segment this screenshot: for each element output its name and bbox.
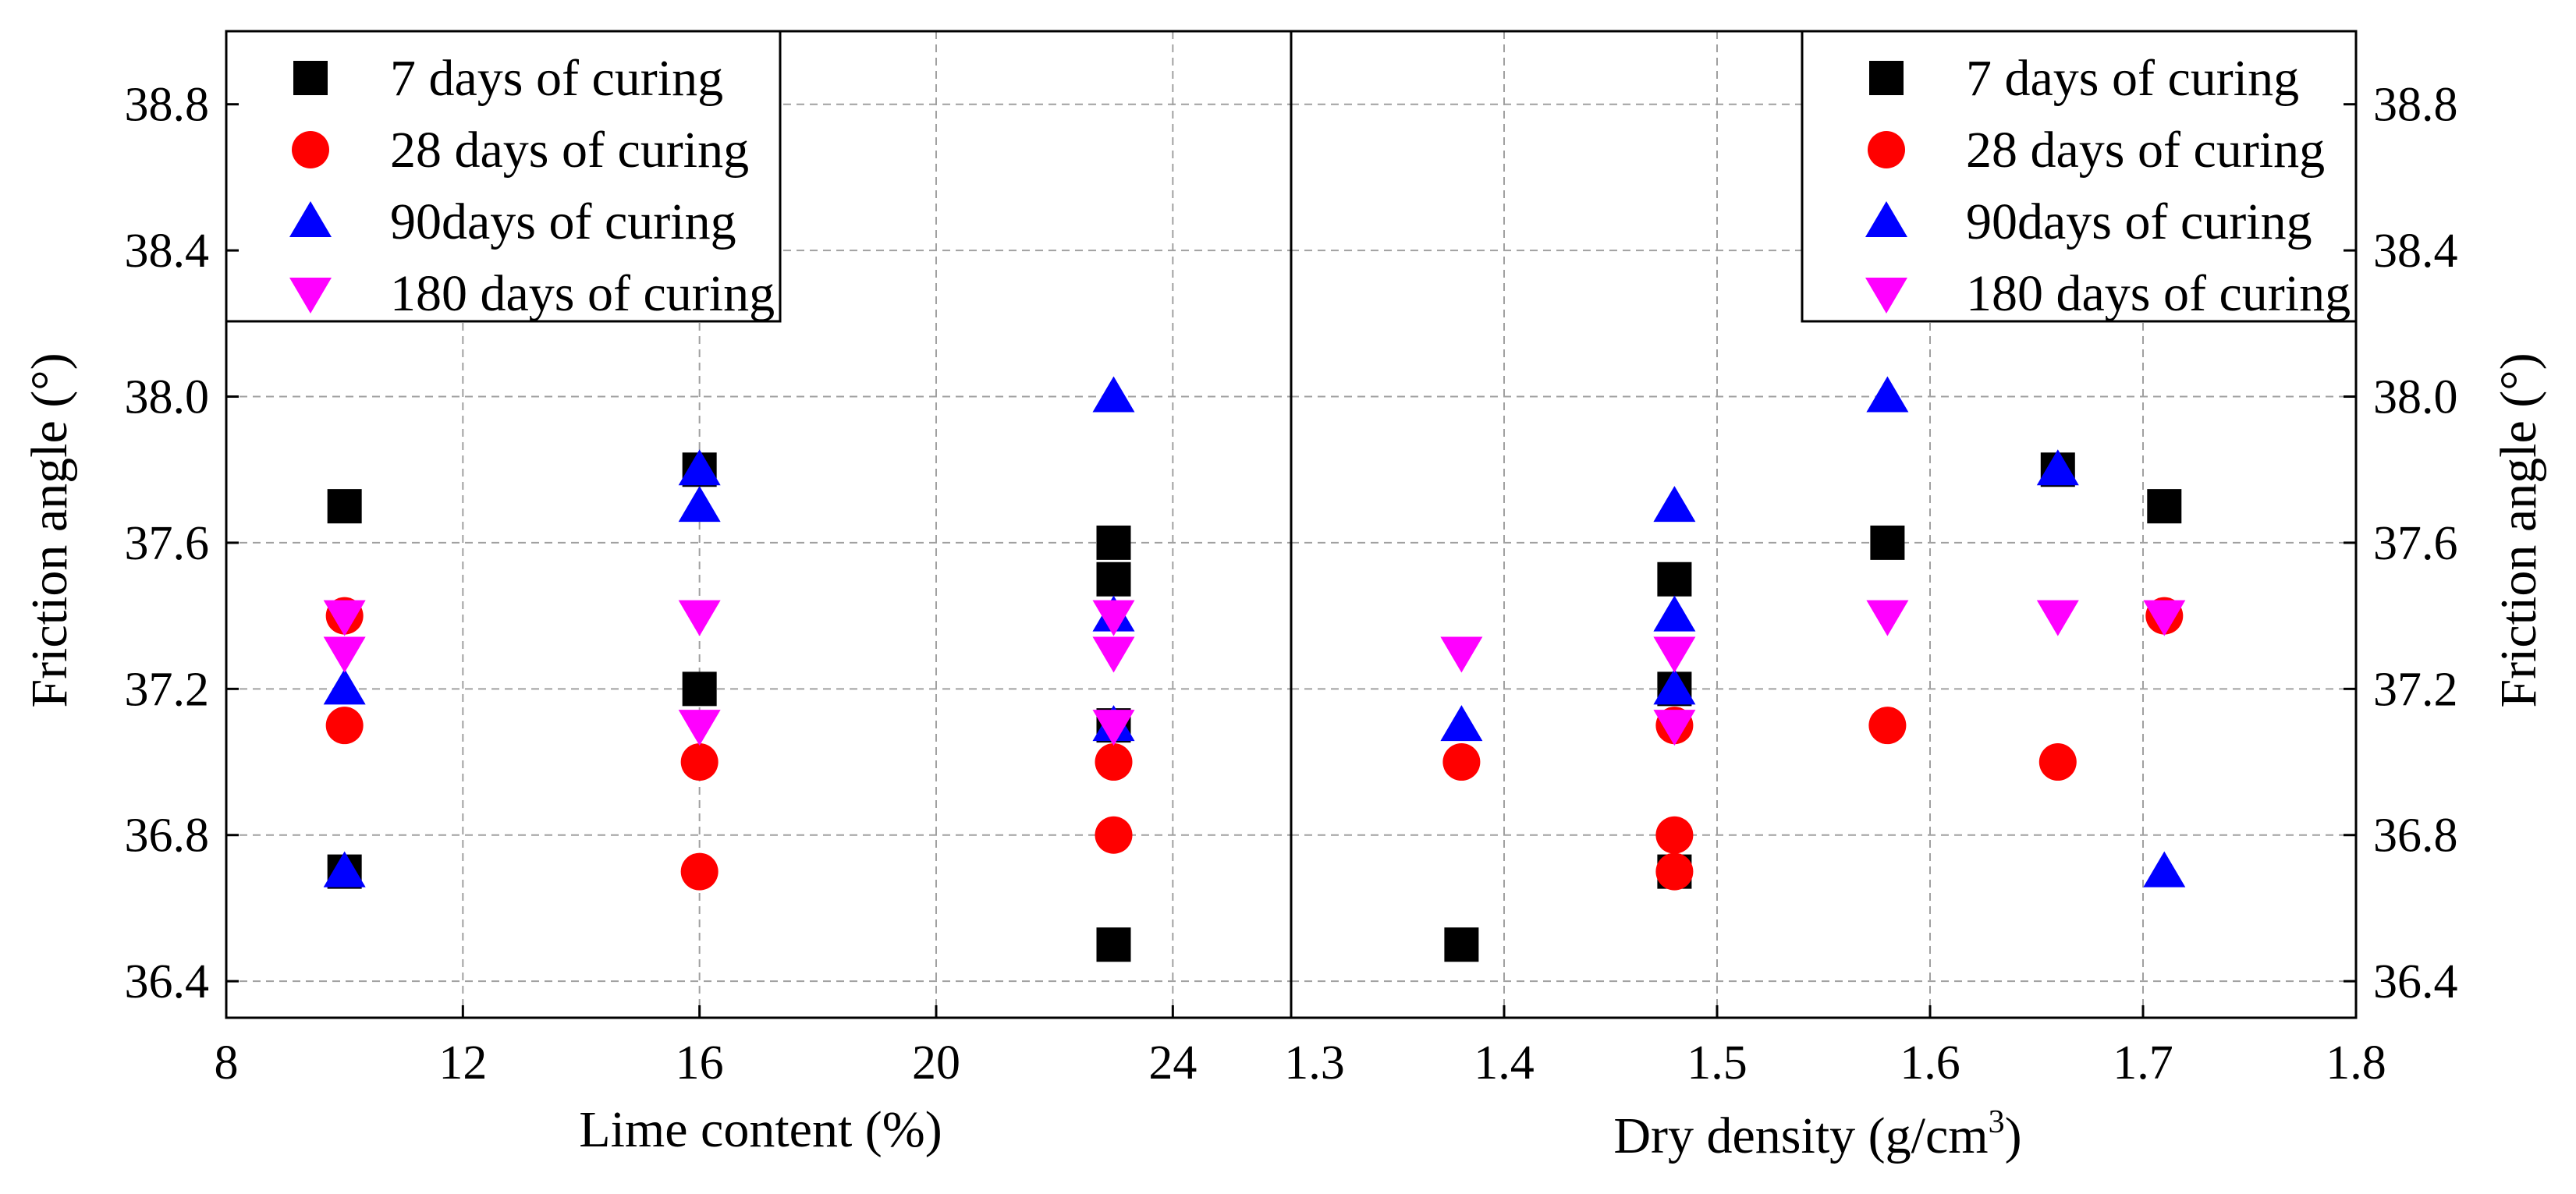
- right-legend-marker-square: [1869, 61, 1904, 95]
- right-x-axis-title-sup: 3: [1989, 1104, 2005, 1140]
- right-180-days-of-curing-point: [2036, 600, 2079, 636]
- right-28-days-of-curing-point: [1655, 852, 1694, 891]
- left-90days-of-curing-point: [323, 668, 366, 705]
- left-180-days-of-curing-point: [1092, 636, 1135, 673]
- left-7-days-of-curing-point: [682, 671, 717, 707]
- left-180-days-of-curing-point: [1092, 710, 1135, 746]
- right-180-days-of-curing-point: [2143, 600, 2186, 636]
- left-y-tick-label: 38.8: [125, 79, 210, 132]
- right-legend-label: 7 days of curing: [1966, 50, 2299, 107]
- left-180-days-of-curing-point: [1092, 600, 1135, 636]
- right-7-days-of-curing-point: [1870, 525, 1905, 560]
- right-180-days-of-curing-point: [1653, 710, 1696, 746]
- left-90days-of-curing-point: [323, 851, 366, 888]
- legend-layer: 7 days of curing 28 days of curing 90days …: [225, 30, 2358, 323]
- left-90days-of-curing-point: [1092, 376, 1135, 413]
- left-y-tick-label: 36.4: [125, 955, 210, 1008]
- left-90days-of-curing-point: [678, 486, 721, 523]
- right-legend-marker-triangle-down: [1865, 278, 1907, 314]
- left-y-axis-title: Friction angle (°): [21, 353, 78, 707]
- left-7-days-of-curing-point: [1096, 927, 1131, 962]
- left-legend-label: 7 days of curing: [390, 50, 723, 107]
- right-legend-marker-circle: [1868, 131, 1905, 168]
- right-180-days-of-curing-point: [1653, 636, 1696, 673]
- left-180-days-of-curing-point: [323, 636, 366, 673]
- left-28-days-of-curing-point: [1095, 743, 1133, 781]
- left-28-days-of-curing-point: [680, 743, 719, 781]
- right-y-tick-label: 37.6: [2373, 517, 2458, 570]
- right-90days-of-curing-point: [1866, 376, 1909, 413]
- left-90days-of-curing-point: [678, 449, 721, 486]
- left-x-axis-title: Lime content (%): [579, 1101, 942, 1158]
- right-x-tick-label: 1.5: [1687, 1036, 1747, 1089]
- left-x-tick-label: 16: [676, 1036, 724, 1089]
- left-y-tick-label: 37.6: [125, 517, 210, 570]
- right-legend-label: 180 days of curing: [1966, 265, 2351, 322]
- right-x-tick-label: 1.8: [2326, 1036, 2386, 1089]
- left-7-days-of-curing-point: [327, 489, 362, 524]
- left-28-days-of-curing-point: [1095, 816, 1133, 854]
- left-y-tick-label: 36.8: [125, 810, 210, 863]
- right-y-tick-label: 38.8: [2373, 79, 2458, 132]
- left-7-days-of-curing-point: [1096, 525, 1131, 560]
- left-7-days-of-curing-point: [1096, 562, 1131, 597]
- right-x-tick-label: 1.4: [1474, 1036, 1535, 1089]
- right-90days-of-curing-point: [2143, 851, 2186, 888]
- right-x-axis-title: Dry density (g/cm3): [1613, 1104, 2021, 1164]
- left-legend-marker-triangle-up: [289, 201, 332, 237]
- left-28-days-of-curing-point: [680, 852, 719, 891]
- right-legend-label: 90days of curing: [1966, 193, 2312, 250]
- left-x-tick-label: 20: [912, 1036, 960, 1089]
- right-x-axis-title-end: ): [2005, 1107, 2022, 1164]
- right-7-days-of-curing-point: [1657, 562, 1692, 597]
- right-28-days-of-curing-point: [1442, 743, 1481, 781]
- left-x-tick-label: 8: [215, 1036, 239, 1089]
- right-90days-of-curing-point: [1653, 595, 1696, 632]
- left-28-days-of-curing-point: [325, 707, 364, 745]
- right-7-days-of-curing-point: [2147, 489, 2182, 524]
- left-legend-label: 28 days of curing: [390, 122, 749, 179]
- left-legend-label: 180 days of curing: [390, 265, 775, 322]
- right-180-days-of-curing-point: [1866, 600, 1909, 636]
- left-180-days-of-curing-point: [678, 710, 721, 746]
- left-legend-marker-triangle-down: [289, 278, 332, 314]
- right-y-tick-label: 38.4: [2373, 225, 2458, 278]
- right-x-tick-label: 1.6: [1900, 1036, 1960, 1089]
- left-y-tick-label: 37.2: [125, 663, 210, 716]
- right-legend-label: 28 days of curing: [1966, 122, 2325, 179]
- right-y-tick-label: 38.0: [2373, 371, 2458, 424]
- right-28-days-of-curing-point: [1655, 816, 1694, 854]
- left-180-days-of-curing-point: [678, 600, 721, 636]
- left-legend-label: 90days of curing: [390, 193, 736, 250]
- right-y-tick-label: 37.2: [2373, 663, 2458, 716]
- right-x-tick-label: 1.7: [2113, 1036, 2173, 1089]
- left-x-tick-label: 12: [438, 1036, 487, 1089]
- left-legend-marker-square: [293, 61, 328, 95]
- right-90days-of-curing-point: [1653, 668, 1696, 705]
- right-legend-marker-triangle-up: [1865, 201, 1907, 237]
- right-90days-of-curing-point: [1440, 705, 1483, 742]
- left-legend-marker-circle: [292, 131, 329, 168]
- right-x-axis-title-main: Dry density (g/cm: [1613, 1107, 1988, 1164]
- left-y-tick-label: 38.0: [125, 371, 210, 424]
- right-28-days-of-curing-point: [2038, 743, 2077, 781]
- right-y-tick-label: 36.8: [2373, 810, 2458, 863]
- left-180-days-of-curing-point: [323, 600, 366, 636]
- right-90days-of-curing-point: [2036, 449, 2079, 486]
- right-90days-of-curing-point: [1653, 486, 1696, 523]
- tick-labels: 8 12 16 20 24 36.4 36.8 37.2 37.6 38.0 38.4 38.8 1.4…: [125, 79, 2458, 1089]
- data-layer: [323, 376, 2186, 962]
- right-7-days-of-curing-point: [1444, 927, 1479, 962]
- left-x-tick-label: 24: [1148, 1036, 1197, 1089]
- right-180-days-of-curing-point: [1440, 636, 1483, 673]
- left-y-tick-label: 38.4: [125, 225, 210, 278]
- right-y-tick-label: 36.4: [2373, 955, 2458, 1008]
- right-28-days-of-curing-point: [1868, 707, 1907, 745]
- right-y-axis-title: Friction angle (°): [2490, 353, 2547, 707]
- right-x-tick-label: 1.3: [1284, 1036, 1345, 1089]
